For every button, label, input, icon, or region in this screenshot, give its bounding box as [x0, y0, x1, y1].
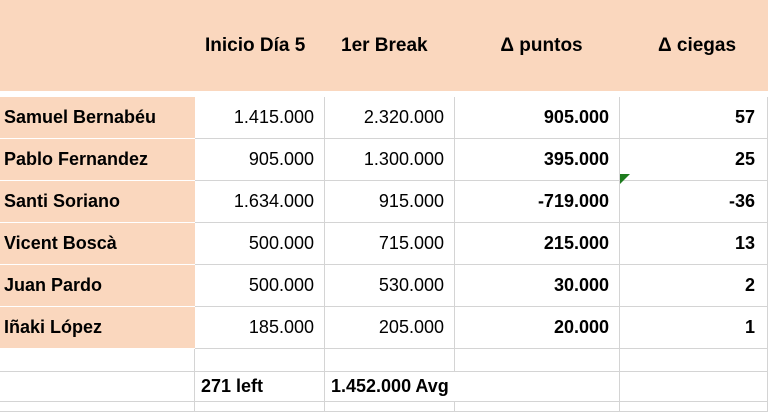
header-inicio[interactable]: Inicio Día 5 — [195, 0, 325, 91]
delta-ciegas-cell[interactable]: 13 — [620, 223, 768, 265]
empty-cell[interactable] — [620, 349, 768, 372]
inicio-cell[interactable]: 905.000 — [195, 139, 325, 181]
empty-cell[interactable] — [0, 372, 195, 402]
delta-ciegas-cell[interactable]: 57 — [620, 97, 768, 139]
empty-cell[interactable] — [325, 349, 455, 372]
inicio-cell[interactable]: 1.634.000 — [195, 181, 325, 223]
player-name-cell[interactable]: Pablo Fernandez — [0, 139, 195, 181]
delta-puntos-cell[interactable]: 905.000 — [455, 97, 620, 139]
player-name-cell[interactable]: Juan Pardo — [0, 265, 195, 307]
player-name-cell[interactable]: Iñaki López — [0, 307, 195, 349]
break-cell[interactable]: 1.300.000 — [325, 139, 455, 181]
player-name-cell[interactable]: Vicent Boscà — [0, 223, 195, 265]
delta-ciegas-cell[interactable]: 25 — [620, 139, 768, 181]
player-name-cell[interactable]: Samuel Bernabéu — [0, 97, 195, 139]
break-cell[interactable]: 2.320.000 — [325, 97, 455, 139]
break-cell[interactable]: 205.000 — [325, 307, 455, 349]
delta-puntos-cell[interactable]: -719.000 — [455, 181, 620, 223]
players-left-cell[interactable]: 271 left — [195, 372, 325, 402]
header-delta-ciegas[interactable]: Δ ciegas — [620, 0, 768, 91]
empty-cell[interactable] — [195, 349, 325, 372]
header-delta-puntos[interactable]: Δ puntos — [455, 0, 620, 91]
delta-ciegas-cell[interactable]: -36 — [620, 181, 768, 223]
empty-cell[interactable] — [325, 402, 455, 412]
empty-cell[interactable] — [620, 372, 768, 402]
header-break[interactable]: 1er Break — [325, 0, 455, 91]
break-cell[interactable]: 915.000 — [325, 181, 455, 223]
empty-cell[interactable] — [0, 349, 195, 372]
empty-cell[interactable] — [195, 402, 325, 412]
inicio-cell[interactable]: 500.000 — [195, 265, 325, 307]
delta-puntos-cell[interactable]: 30.000 — [455, 265, 620, 307]
header-corner-cell[interactable] — [0, 0, 195, 91]
inicio-cell[interactable]: 1.415.000 — [195, 97, 325, 139]
empty-cell[interactable] — [455, 349, 620, 372]
delta-puntos-cell[interactable]: 215.000 — [455, 223, 620, 265]
empty-cell[interactable] — [620, 402, 768, 412]
inicio-cell[interactable]: 500.000 — [195, 223, 325, 265]
average-stack-cell[interactable]: 1.452.000 Avg — [325, 372, 620, 402]
empty-cell[interactable] — [0, 402, 195, 412]
delta-ciegas-cell[interactable]: 2 — [620, 265, 768, 307]
player-name-cell[interactable]: Santi Soriano — [0, 181, 195, 223]
inicio-cell[interactable]: 185.000 — [195, 307, 325, 349]
delta-ciegas-cell[interactable]: 1 — [620, 307, 768, 349]
break-cell[interactable]: 530.000 — [325, 265, 455, 307]
empty-cell[interactable] — [455, 402, 620, 412]
comment-marker-icon[interactable] — [620, 174, 630, 184]
delta-puntos-cell[interactable]: 20.000 — [455, 307, 620, 349]
break-cell[interactable]: 715.000 — [325, 223, 455, 265]
delta-puntos-cell[interactable]: 395.000 — [455, 139, 620, 181]
